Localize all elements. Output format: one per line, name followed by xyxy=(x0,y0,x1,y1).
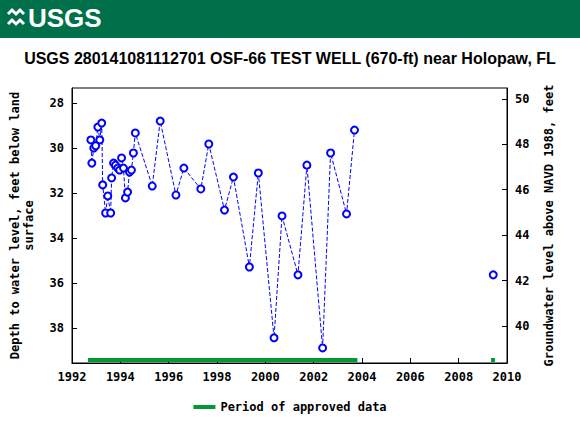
svg-text:1998: 1998 xyxy=(203,370,232,384)
svg-text:2010: 2010 xyxy=(493,370,522,384)
svg-text:50: 50 xyxy=(515,92,529,106)
svg-text:Groundwater level above NAVD 1: Groundwater level above NAVD 1988, feet xyxy=(542,85,556,367)
svg-text:USGS 280141081112701 OSF-66 TE: USGS 280141081112701 OSF-66 TEST WELL (6… xyxy=(24,50,556,67)
svg-text:2004: 2004 xyxy=(348,370,377,384)
svg-text:28: 28 xyxy=(50,96,64,110)
svg-text:2006: 2006 xyxy=(396,370,425,384)
svg-text:36: 36 xyxy=(50,276,64,290)
svg-text:Period of approved data: Period of approved data xyxy=(220,400,386,414)
svg-text:1992: 1992 xyxy=(58,370,87,384)
svg-text:44: 44 xyxy=(515,228,529,242)
svg-text:38: 38 xyxy=(50,321,64,335)
svg-text:34: 34 xyxy=(50,231,64,245)
svg-text:surface: surface xyxy=(22,200,36,251)
svg-text:2000: 2000 xyxy=(251,370,280,384)
svg-text:2002: 2002 xyxy=(299,370,328,384)
svg-text:30: 30 xyxy=(50,141,64,155)
svg-text:Depth to water level, feet bel: Depth to water level, feet below land xyxy=(8,92,22,359)
svg-text:2008: 2008 xyxy=(444,370,473,384)
svg-text:USGS: USGS xyxy=(28,3,102,33)
svg-text:46: 46 xyxy=(515,183,529,197)
svg-text:42: 42 xyxy=(515,274,529,288)
svg-text:1996: 1996 xyxy=(154,370,183,384)
svg-text:40: 40 xyxy=(515,319,529,333)
svg-text:48: 48 xyxy=(515,137,529,151)
svg-text:32: 32 xyxy=(50,186,64,200)
svg-text:1994: 1994 xyxy=(106,370,135,384)
